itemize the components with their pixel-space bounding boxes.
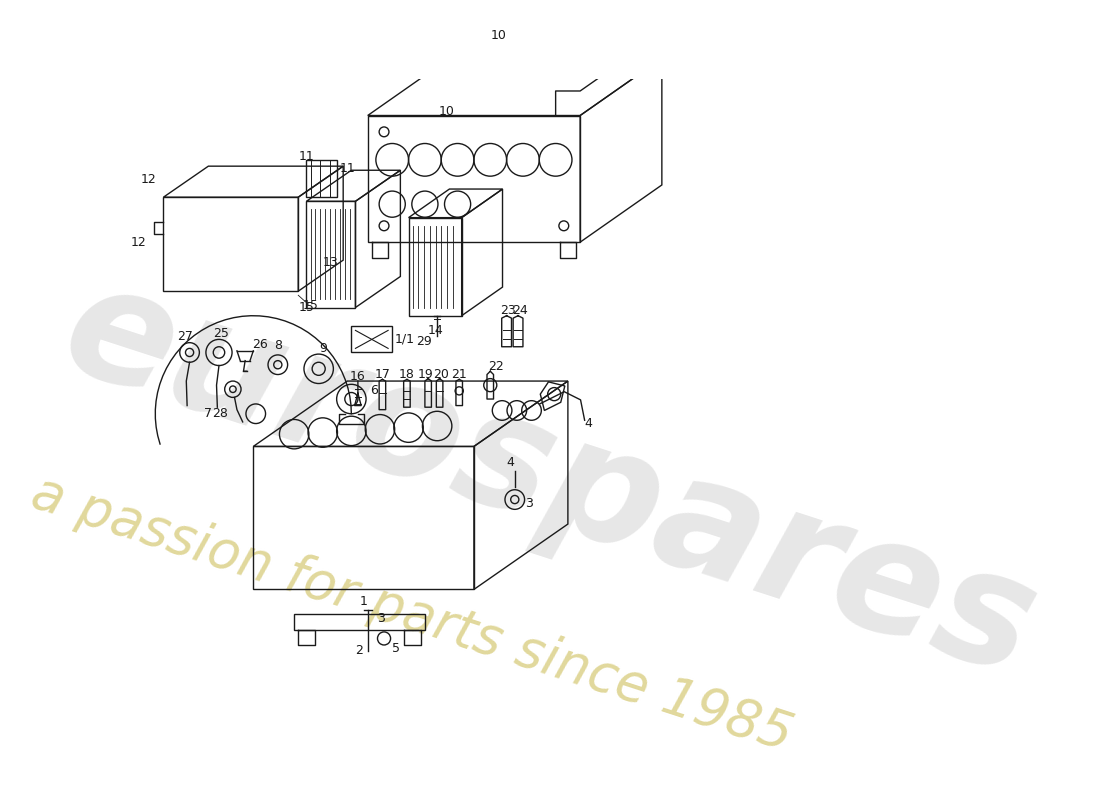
Text: 16: 16: [350, 370, 366, 383]
Text: 1: 1: [360, 595, 367, 608]
Text: 13: 13: [323, 256, 339, 269]
Text: a passion for parts since 1985: a passion for parts since 1985: [24, 466, 799, 762]
Text: 15: 15: [298, 301, 315, 314]
Text: 12: 12: [131, 236, 146, 249]
Text: 2: 2: [355, 644, 363, 658]
Text: 28: 28: [212, 407, 228, 420]
Text: 7: 7: [205, 407, 212, 420]
Text: 22: 22: [488, 360, 504, 373]
Text: 20: 20: [433, 368, 449, 381]
Text: eurospares: eurospares: [45, 250, 1054, 709]
Text: 14: 14: [427, 324, 443, 337]
Text: 27: 27: [177, 330, 194, 342]
Text: 8: 8: [274, 339, 282, 353]
Text: 3: 3: [526, 497, 534, 510]
Text: 12: 12: [141, 173, 156, 186]
Text: 10: 10: [438, 105, 454, 118]
Text: 17: 17: [374, 368, 390, 381]
Text: 1/1: 1/1: [395, 333, 415, 346]
Text: 26: 26: [252, 338, 267, 350]
Text: 21: 21: [451, 368, 468, 381]
Text: 11: 11: [298, 150, 315, 163]
Text: 24: 24: [512, 304, 528, 318]
Text: 18: 18: [399, 368, 415, 381]
Text: 15: 15: [302, 299, 318, 312]
Text: 4: 4: [507, 456, 515, 470]
Text: 3: 3: [377, 611, 385, 625]
Text: 5: 5: [393, 642, 400, 654]
Text: 11: 11: [340, 162, 355, 175]
Text: 19: 19: [418, 368, 433, 381]
Text: 6: 6: [371, 384, 378, 398]
Text: 29: 29: [416, 335, 432, 348]
Text: 9: 9: [319, 342, 327, 355]
Text: 23: 23: [500, 304, 516, 318]
Text: 4: 4: [584, 417, 592, 430]
Text: 25: 25: [213, 327, 230, 340]
Text: 10: 10: [491, 29, 506, 42]
